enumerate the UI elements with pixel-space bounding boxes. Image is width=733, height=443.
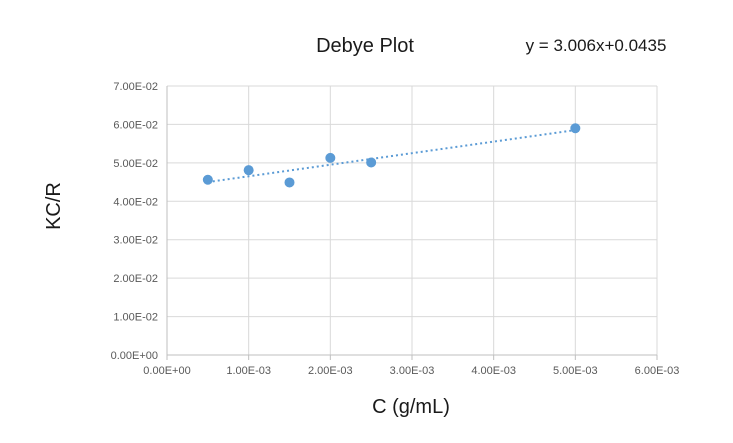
trendline-equation: y = 3.006x+0.0435	[526, 36, 667, 55]
gridlines	[167, 85, 658, 355]
x-tick-label: 1.00E-03	[226, 365, 271, 377]
y-tick-label: 1.00E-02	[113, 312, 158, 324]
x-axis-label: C (g/mL)	[372, 396, 450, 418]
linear-trendline	[207, 129, 576, 184]
y-tick-label: 0.00E+00	[111, 350, 158, 362]
trendline-layer	[207, 129, 576, 184]
x-tick-label: 2.00E-03	[308, 365, 353, 377]
y-tick-label: 7.00E-02	[113, 81, 158, 93]
x-tick-label: 0.00E+00	[143, 365, 190, 377]
x-tick-label: 4.00E-03	[471, 365, 516, 377]
y-tick-label: 4.00E-02	[113, 196, 158, 208]
y-tick-labels: 0.00E+00 1.00E-02 2.00E-02 3.00E-02 4.00E-02…	[111, 81, 158, 362]
x-tick-label: 6.00E-03	[635, 365, 680, 377]
x-tick-label: 5.00E-03	[553, 365, 598, 377]
data-point	[325, 152, 336, 163]
data-point	[366, 157, 377, 168]
y-axis-label: KC/R	[43, 182, 65, 230]
y-tick-label: 6.00E-02	[113, 119, 158, 131]
data-point	[284, 177, 295, 188]
axes	[166, 86, 658, 360]
y-tick-label: 3.00E-02	[113, 235, 158, 247]
x-tick-label: 3.00E-03	[390, 365, 435, 377]
y-tick-label: 2.00E-02	[113, 273, 158, 285]
chart-title: Debye Plot	[316, 35, 414, 57]
y-tick-label: 5.00E-02	[113, 158, 158, 170]
x-tick-labels: 0.00E+00 1.00E-03 2.00E-03 3.00E-03 4.00E-03…	[143, 365, 679, 377]
data-points	[202, 123, 581, 188]
data-point	[202, 174, 213, 185]
data-point	[243, 165, 254, 176]
data-point	[570, 123, 581, 134]
